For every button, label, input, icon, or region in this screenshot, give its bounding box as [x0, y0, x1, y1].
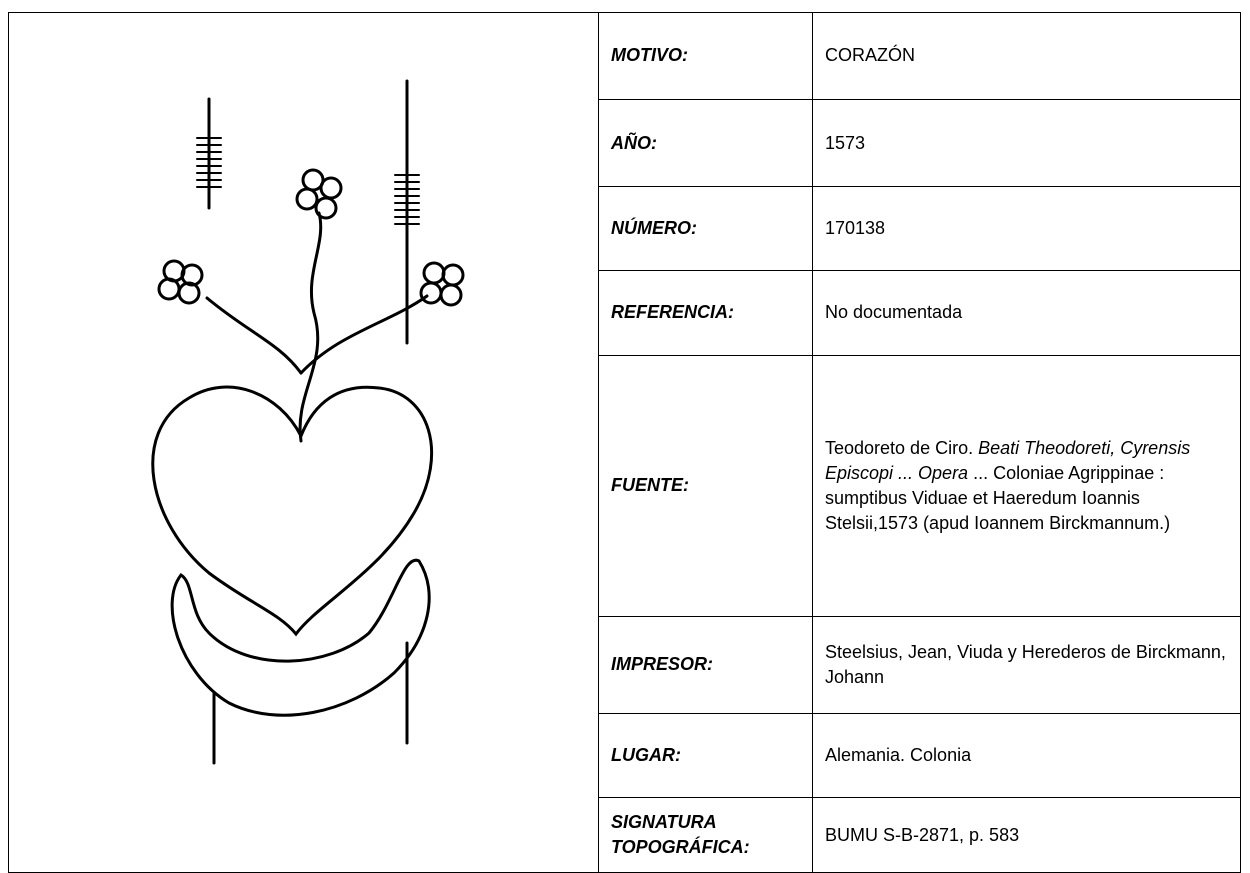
field-value: No documentada [812, 270, 1241, 356]
field-value: BUMU S-B-2871, p. 583 [812, 797, 1241, 873]
field-value: Alemania. Colonia [812, 712, 1241, 799]
image-cell [8, 12, 599, 873]
field-value: 170138 [812, 186, 1241, 272]
field-label: SIGNATURA TOPOGRÁFICA: [598, 797, 813, 873]
field-label: NÚMERO: [598, 186, 813, 272]
field-label: LUGAR: [598, 712, 813, 799]
field-value: Teodoreto de Ciro. Beati Theodoreti, Cyr… [812, 354, 1241, 617]
field-label: MOTIVO: [598, 12, 813, 100]
watermark-drawing [151, 79, 465, 765]
field-label: IMPRESOR: [598, 615, 813, 714]
text: Teodoreto de Ciro. [825, 437, 974, 458]
title-text: Beati Theodoreti, Cyrensis Episcopi ... … [825, 437, 1191, 483]
field-label: REFERENCIA: [598, 270, 813, 356]
field-label: AÑO: [598, 98, 813, 188]
field-value: Steelsius, Jean, Viuda y Herederos de Bi… [812, 615, 1241, 714]
field-value: 1573 [812, 98, 1241, 188]
field-label: FUENTE: [598, 354, 813, 617]
text: ... Coloniae Agrippinae : sumptibus Vidu… [825, 462, 1171, 533]
record-table: MOTIVO: CORAZÓN AÑO: 1573 NÚMERO: 170138 R… [8, 12, 1241, 873]
field-value: CORAZÓN [812, 12, 1241, 100]
